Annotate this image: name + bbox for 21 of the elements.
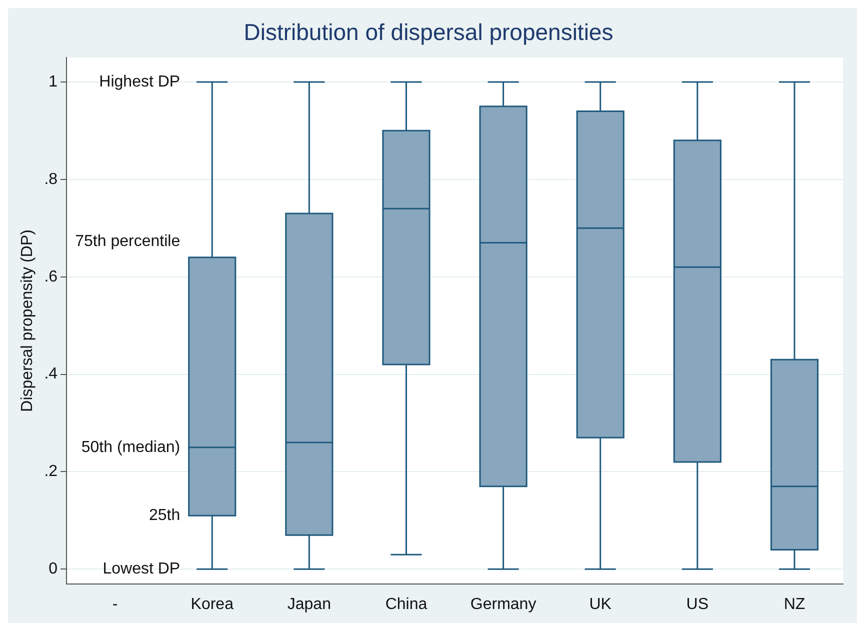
annotation: Lowest DP <box>102 560 180 578</box>
y-tick-label: .8 <box>44 170 58 188</box>
annotation: 75th percentile <box>75 232 180 250</box>
y-tick-label: 1 <box>48 73 58 90</box>
chart-title: Distribution of dispersal propensities <box>244 19 614 46</box>
y-tick-label: 0 <box>48 560 58 578</box>
y-tick-label: .4 <box>44 366 58 383</box>
x-tick-label: US <box>686 596 709 613</box>
x-tick-label: NZ <box>784 596 806 613</box>
y-axis-title: Dispersal propensity (DP) <box>19 230 36 412</box>
x-tick-label: Japan <box>287 596 331 613</box>
annotation: 50th (median) <box>81 438 180 456</box>
x-tick-label: UK <box>589 596 612 613</box>
annotation: 25th <box>148 506 180 524</box>
annotation: Highest DP <box>99 73 180 90</box>
y-tick-label: .2 <box>44 463 58 480</box>
x-tick-label: China <box>385 596 428 613</box>
x-tick-label: Korea <box>190 596 234 613</box>
x-tick-label: Germany <box>470 596 536 613</box>
y-tick-label: .6 <box>44 268 58 286</box>
x-tick-label: - <box>112 596 118 613</box>
